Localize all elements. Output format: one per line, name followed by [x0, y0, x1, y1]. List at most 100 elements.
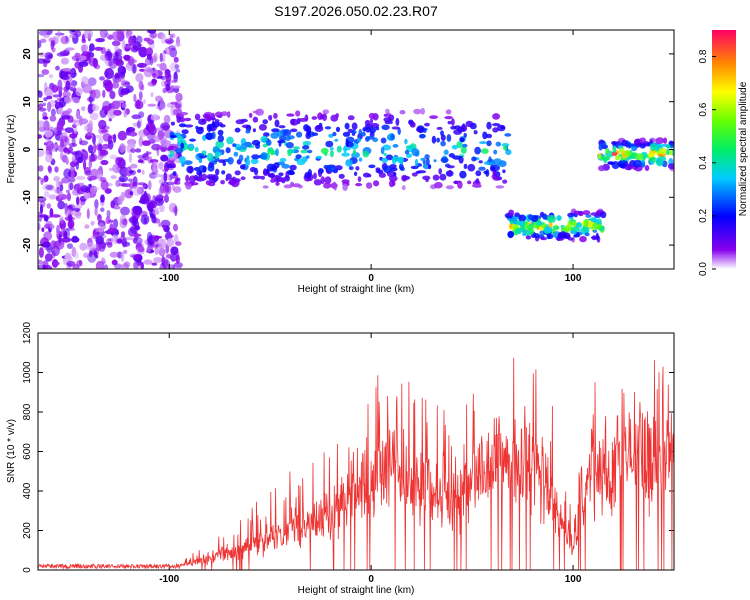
noise-blob: [38, 52, 46, 57]
track-cell: [292, 183, 301, 188]
noise-blob: [106, 48, 112, 59]
noise-blob: [112, 205, 121, 210]
noise-blob: [97, 147, 106, 157]
track-cell: [504, 133, 512, 137]
colorbar-gradient: [712, 30, 736, 269]
noise-blob: [83, 252, 89, 258]
noise-blob: [147, 156, 153, 164]
track-cell: [540, 236, 544, 241]
track-cell: [281, 163, 290, 169]
noise-blob: [91, 104, 100, 112]
track-cell: [558, 231, 568, 238]
noise-blob: [170, 246, 179, 255]
noise-blob: [54, 100, 58, 104]
track-cell: [459, 137, 465, 143]
track-cell: [329, 150, 334, 158]
track-cell: [448, 169, 453, 177]
noise-blob: [106, 85, 113, 93]
noise-blob: [38, 74, 45, 78]
track-cell: [278, 125, 286, 129]
track-cell: [258, 124, 267, 131]
noise-blob: [110, 175, 117, 180]
noise-blob: [41, 69, 50, 75]
noise-blob: [51, 214, 61, 218]
track-cell: [649, 139, 653, 144]
track-cell: [413, 108, 422, 115]
noise-blob: [138, 91, 143, 101]
track-cell: [633, 159, 642, 168]
track-cell: [348, 166, 354, 171]
noise-blob: [78, 259, 82, 266]
track-cell: [584, 218, 589, 227]
noise-blob: [98, 154, 104, 160]
track-cell: [655, 137, 665, 145]
track-cell: [262, 185, 269, 189]
track-cell: [217, 129, 224, 136]
noise-blob: [42, 30, 48, 35]
track-cell: [479, 141, 487, 145]
spec-y-tick-label: 20: [22, 48, 33, 60]
track-cell: [425, 158, 430, 165]
track-cell: [336, 145, 342, 153]
track-cell: [424, 154, 430, 160]
track-cell: [567, 220, 572, 229]
noise-blob: [120, 99, 124, 104]
noise-blob: [138, 46, 148, 58]
noise-blob: [38, 107, 47, 112]
noise-blob: [38, 165, 44, 172]
track-cell: [296, 158, 306, 166]
track-cell: [178, 123, 187, 128]
noise-blob: [114, 45, 119, 51]
track-cell: [332, 181, 337, 190]
noise-blob: [137, 159, 144, 164]
noise-blob: [94, 46, 103, 51]
track-cell: [440, 157, 449, 163]
noise-blob: [60, 57, 69, 65]
track-cell: [232, 143, 237, 148]
noise-blob: [173, 56, 179, 63]
track-cell: [268, 114, 273, 121]
noise-blob: [61, 67, 72, 72]
track-cell: [639, 137, 646, 144]
track-cell: [658, 147, 667, 155]
track-cell: [420, 157, 425, 161]
track-cell: [488, 156, 492, 163]
noise-blob: [72, 119, 81, 127]
noise-blob: [89, 185, 98, 195]
track-cell: [485, 169, 490, 177]
noise-blob: [136, 62, 147, 68]
snr-x-tick-label: -100: [159, 574, 179, 585]
noise-blob: [61, 177, 70, 184]
noise-blob: [119, 218, 128, 229]
noise-blob: [63, 230, 68, 239]
track-cell: [524, 221, 529, 227]
noise-blob: [89, 43, 95, 52]
noise-blob: [108, 57, 118, 69]
track-cell: [383, 165, 392, 174]
noise-blob: [106, 210, 111, 218]
track-cell: [474, 146, 481, 155]
noise-blob: [38, 120, 46, 130]
noise-blob: [130, 45, 139, 53]
noise-blob: [117, 30, 125, 36]
noise-blob: [89, 112, 99, 121]
track-cell: [414, 151, 420, 157]
noise-blob: [170, 101, 178, 105]
noise-blob: [51, 84, 59, 93]
track-cell: [509, 220, 515, 225]
noise-blob: [58, 188, 63, 200]
noise-blob: [41, 227, 45, 232]
noise-blob: [69, 182, 74, 191]
track-cell: [345, 159, 353, 167]
track-cell: [298, 117, 308, 122]
noise-blob: [68, 177, 76, 183]
noise-blob: [38, 247, 44, 258]
track-cell: [236, 146, 242, 151]
noise-blob: [97, 174, 104, 178]
noise-blob: [110, 200, 115, 209]
track-cell: [615, 155, 620, 161]
track-cell: [448, 153, 455, 158]
noise-blob: [126, 44, 131, 49]
noise-blob: [102, 83, 107, 88]
track-cell: [373, 180, 380, 187]
